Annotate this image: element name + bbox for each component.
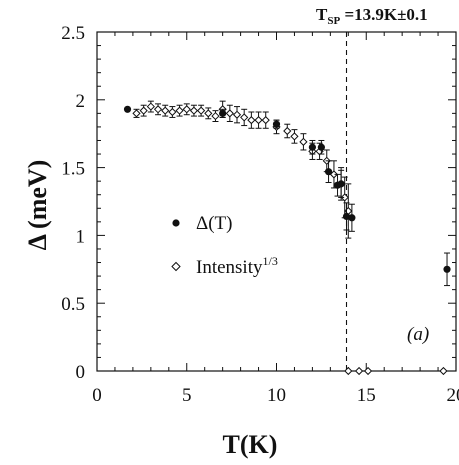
intensity-point	[363, 366, 373, 376]
intensity-point	[354, 366, 364, 376]
y-tick-label: 1.5	[61, 159, 85, 180]
intensity-point	[153, 105, 163, 114]
intensity-point	[283, 126, 292, 136]
y-axis-title: Δ (meV)	[23, 160, 52, 251]
intensity-point	[182, 105, 191, 114]
intensity-point	[247, 116, 256, 125]
data-series-group	[123, 100, 451, 376]
plot-area-frame	[96, 31, 457, 372]
delta-point	[317, 143, 325, 151]
delta-point	[324, 168, 333, 176]
tsp-symbol: T	[316, 5, 328, 24]
intensity-point	[290, 132, 299, 141]
delta-point	[123, 105, 132, 113]
intensity-point	[139, 106, 148, 115]
x-tick-label: 0	[92, 385, 102, 406]
x-tick-label: 20	[447, 385, 459, 406]
intensity-point	[197, 106, 206, 115]
delta-point	[219, 109, 227, 117]
intensity-point	[299, 137, 308, 146]
intensity-point	[439, 366, 448, 376]
intensity-point	[189, 106, 199, 115]
legend-marker-delta	[172, 219, 180, 227]
legend-label-delta: Δ(T)	[196, 213, 232, 234]
intensity-point	[204, 109, 213, 118]
y-tick-label: 1	[76, 226, 86, 247]
x-axis-title: T(K)	[223, 430, 278, 459]
x-tick-label: 5	[182, 385, 192, 406]
panel-label: (a)	[407, 324, 429, 345]
intensity-point	[344, 366, 353, 376]
intensity-point	[132, 109, 141, 118]
intensity-point	[261, 116, 270, 125]
intensity-point	[232, 110, 242, 119]
intensity-point	[211, 111, 220, 121]
legend-label-intensity-superscript: 1/3	[263, 254, 278, 268]
intensity-point	[240, 113, 249, 122]
delta-point	[272, 120, 281, 128]
tsp-annotation: TSP =13.9K±0.1	[316, 5, 428, 27]
intensity-point	[254, 116, 263, 125]
y-tick-label: 0.5	[61, 294, 85, 315]
intensity-point	[225, 109, 234, 118]
legend-marker-intensity	[171, 261, 181, 272]
y-tick-label: 2.5	[61, 23, 85, 44]
intensity-point	[161, 106, 170, 115]
legend: Δ(T) Intensity1/3	[171, 213, 278, 278]
delta-point	[348, 214, 356, 222]
legend-label-intensity: Intensity1/3	[196, 254, 278, 278]
intensity-point	[175, 106, 184, 115]
tsp-subscript: SP	[327, 15, 340, 27]
axis-ticks-group	[96, 31, 457, 372]
y-tick-label: 2	[76, 91, 86, 112]
intensity-point	[146, 102, 155, 111]
tsp-value: =13.9K±0.1	[340, 5, 428, 24]
x-tick-labels: 0 5 10 15 20	[92, 385, 459, 406]
delta-point	[342, 212, 351, 221]
y-tick-labels: 0 0.5 1 1.5 2 2.5	[61, 23, 85, 383]
intensity-point	[340, 193, 349, 202]
y-tick-label: 0	[76, 362, 86, 383]
delta-point	[443, 265, 451, 273]
legend-label-intensity-base: Intensity	[196, 257, 263, 278]
delta-point	[337, 180, 345, 188]
delta-point	[308, 143, 316, 151]
x-tick-label: 10	[267, 385, 286, 406]
x-tick-label: 15	[357, 385, 376, 406]
intensity-point	[168, 107, 177, 117]
